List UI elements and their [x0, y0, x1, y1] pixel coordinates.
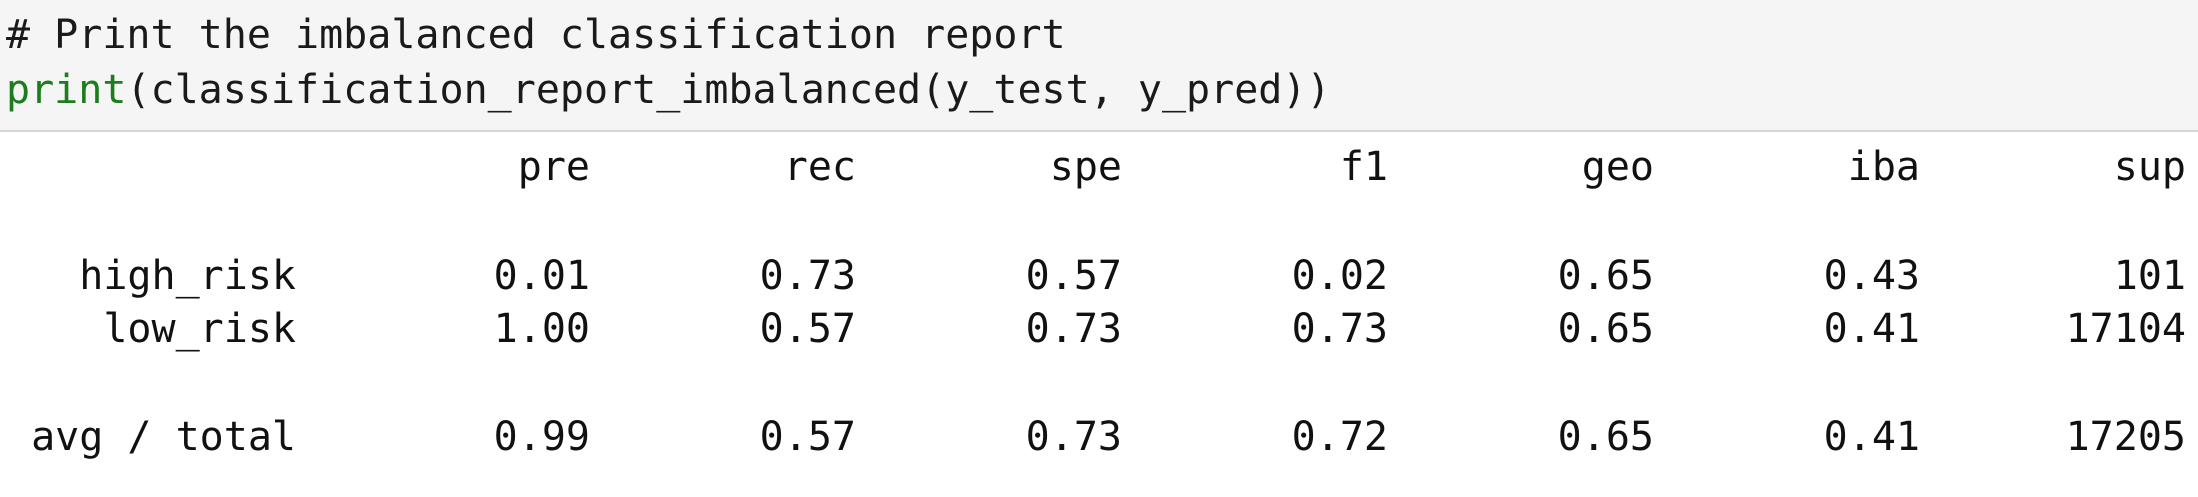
table-cell: 0.73	[1291, 306, 1388, 352]
table-cell: 0.01	[493, 253, 590, 299]
print-call-args: (classification_report_imbalanced(y_test…	[126, 67, 1331, 113]
code-comment: # Print the imbalanced classification re…	[6, 12, 1066, 58]
row-label-high-risk: high_risk	[79, 253, 296, 299]
code-cell[interactable]: # Print the imbalanced classification re…	[0, 0, 2198, 132]
row-label-low-risk: low_risk	[103, 306, 296, 352]
classification-report-output: pre rec spe f1 geo iba sup high_risk 0.0…	[0, 132, 2198, 497]
table-cell: 101	[2113, 253, 2186, 299]
table-cell: 0.57	[759, 414, 856, 460]
table-cell: 0.73	[1025, 414, 1122, 460]
header-rec: rec	[783, 144, 856, 190]
table-cell: 0.57	[1025, 253, 1122, 299]
header-f1: f1	[1339, 144, 1388, 190]
table-cell: 0.72	[1291, 414, 1388, 460]
code-print-statement: print(classification_report_imbalanced(y…	[6, 66, 1331, 114]
table-cell: 0.02	[1291, 253, 1388, 299]
header-iba: iba	[1847, 144, 1920, 190]
header-spe: spe	[1049, 144, 1122, 190]
header-pre: pre	[517, 144, 590, 190]
table-cell: 17104	[2065, 306, 2186, 352]
table-cell: 17205	[2065, 414, 2186, 460]
table-cell: 0.65	[1557, 306, 1654, 352]
header-sup: sup	[2113, 144, 2186, 190]
table-cell: 0.65	[1557, 253, 1654, 299]
header-geo: geo	[1581, 144, 1654, 190]
table-cell: 0.41	[1823, 414, 1920, 460]
table-cell: 0.43	[1823, 253, 1920, 299]
table-cell: 0.65	[1557, 414, 1654, 460]
table-cell: 1.00	[493, 306, 590, 352]
print-keyword: print	[6, 67, 127, 113]
table-cell: 0.73	[759, 253, 856, 299]
table-cell: 0.41	[1823, 306, 1920, 352]
row-label-avg-total: avg / total	[31, 414, 296, 460]
table-cell: 0.99	[493, 414, 590, 460]
table-cell: 0.73	[1025, 306, 1122, 352]
table-cell: 0.57	[759, 306, 856, 352]
